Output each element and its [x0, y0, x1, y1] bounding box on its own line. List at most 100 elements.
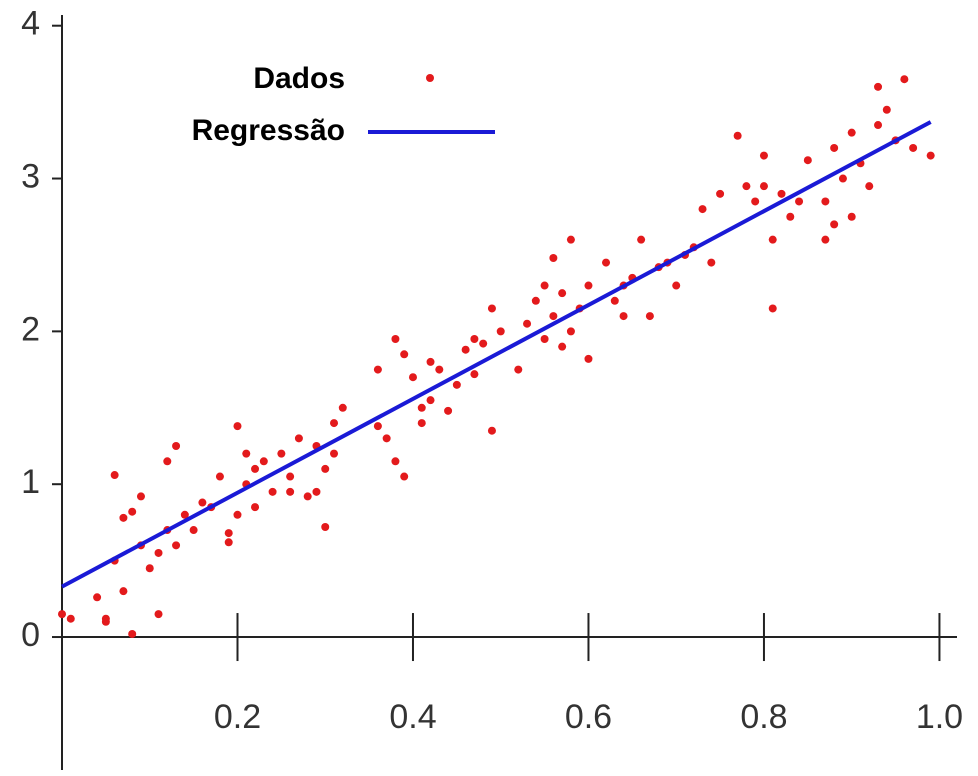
regression-line: [61, 120, 932, 589]
data-point: [549, 254, 558, 263]
data-point: [496, 327, 505, 336]
data-point: [321, 522, 330, 531]
x-tick-label: 1.0: [916, 698, 963, 736]
data-point: [549, 312, 558, 321]
data-point: [128, 629, 137, 638]
data-point: [742, 182, 751, 191]
data-point: [461, 345, 470, 354]
data-point: [487, 304, 496, 313]
data-point: [338, 403, 347, 412]
data-point: [759, 151, 768, 160]
data-point: [558, 289, 567, 298]
data-point: [163, 457, 172, 466]
data-point: [268, 487, 277, 496]
data-point: [900, 75, 909, 84]
data-point: [470, 335, 479, 344]
x-tick-label: 0.8: [740, 698, 787, 736]
y-tick-label: 3: [21, 158, 40, 196]
data-point: [119, 587, 128, 596]
data-point: [803, 156, 812, 165]
data-point: [487, 426, 496, 435]
data-point: [584, 354, 593, 363]
data-point: [417, 419, 426, 428]
data-point: [698, 205, 707, 214]
data-point: [426, 396, 435, 405]
data-point: [128, 507, 137, 516]
data-point: [830, 220, 839, 229]
data-point: [479, 339, 488, 348]
x-tick-label: 0.4: [389, 698, 436, 736]
data-point: [251, 503, 260, 512]
data-point: [172, 441, 181, 450]
data-point: [93, 593, 102, 602]
data-point: [619, 312, 628, 321]
legend-label: Dados: [253, 62, 345, 95]
data-point: [417, 403, 426, 412]
data-point: [294, 434, 303, 443]
data-point: [101, 617, 110, 626]
y-tick-label: 1: [21, 463, 40, 501]
data-point: [821, 197, 830, 206]
y-tick-label: 4: [21, 5, 40, 43]
data-point: [400, 350, 409, 359]
data-point: [566, 235, 575, 244]
data-point: [751, 197, 760, 206]
data-point: [786, 212, 795, 221]
data-point: [768, 235, 777, 244]
data-point: [882, 105, 891, 114]
data-point: [514, 365, 523, 374]
data-point: [821, 235, 830, 244]
data-point: [189, 526, 198, 535]
data-point: [759, 182, 768, 191]
data-point: [444, 406, 453, 415]
data-point: [224, 529, 233, 538]
data-point: [391, 335, 400, 344]
data-point: [330, 449, 339, 458]
data-point: [286, 472, 295, 481]
data-point: [408, 373, 417, 382]
data-point: [523, 319, 532, 328]
x-tick-label: 0.6: [565, 698, 612, 736]
data-point: [874, 121, 883, 130]
data-point: [382, 434, 391, 443]
data-point: [154, 610, 163, 619]
data-point: [645, 312, 654, 321]
data-point: [874, 82, 883, 91]
data-point: [180, 510, 189, 519]
data-point: [110, 471, 119, 480]
data-point: [909, 143, 918, 152]
data-point: [540, 335, 549, 344]
data-point: [830, 143, 839, 152]
data-point: [847, 212, 856, 221]
data-point: [373, 365, 382, 374]
data-point: [330, 419, 339, 428]
data-point: [215, 472, 224, 481]
data-point: [566, 327, 575, 336]
data-point: [795, 197, 804, 206]
data-point: [321, 464, 330, 473]
data-point: [154, 548, 163, 557]
data-point: [777, 189, 786, 198]
data-point: [426, 357, 435, 366]
y-tick-label: 0: [21, 616, 40, 654]
data-point: [391, 457, 400, 466]
data-point: [926, 151, 935, 160]
data-point: [66, 614, 75, 623]
data-point: [584, 281, 593, 290]
data-point: [558, 342, 567, 351]
data-point: [435, 365, 444, 374]
data-point: [233, 510, 242, 519]
data-point: [768, 304, 777, 313]
data-point: [610, 296, 619, 305]
data-point: [277, 449, 286, 458]
y-tick-label: 2: [21, 310, 40, 348]
data-point: [58, 610, 66, 619]
data-point: [400, 472, 409, 481]
data-point: [531, 296, 540, 305]
data-point: [865, 182, 874, 191]
data-point: [672, 281, 681, 290]
data-point: [707, 258, 716, 267]
data-point: [312, 487, 321, 496]
data-point: [637, 235, 646, 244]
